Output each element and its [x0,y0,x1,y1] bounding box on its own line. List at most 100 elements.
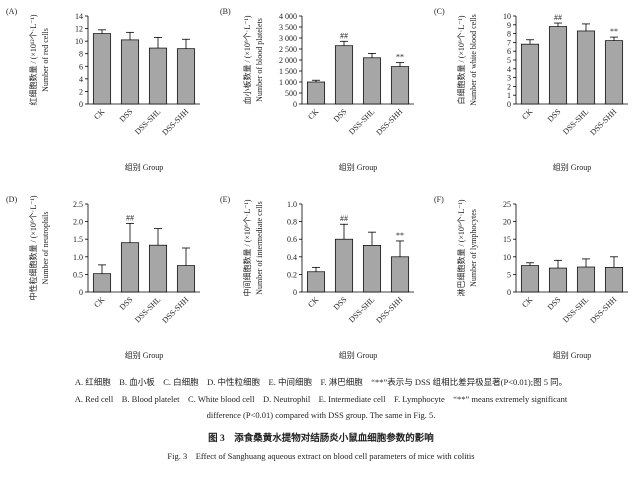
y-tick-label: 2 500 [279,45,297,54]
x-axis-label: 组别 Group [339,350,377,360]
error-bar [340,223,348,240]
y-tick-label: 0 [507,100,511,109]
y-tick-label: 2.0 [73,218,83,227]
error-bar [610,36,618,41]
error-bar [554,259,562,269]
x-tick-label: CK [92,295,106,309]
y-tick-label: 8 [79,50,83,59]
error-bar [610,256,618,268]
bar [334,238,354,293]
y-tick-label: 6 [79,62,83,71]
y-tick-label: 0.2 [287,270,297,279]
x-tick-label: DSS-SHL [133,107,162,136]
legend-en: difference (P<0.01) compared with DSS gr… [207,410,436,420]
x-tick-label: DSS-SHL [561,295,590,324]
x-tick-label: DSS-SHH [374,107,404,137]
y-axis-label: 白细胞数量 / (×10⁹个·L⁻¹) [456,15,466,104]
y-tick-label: 10 [75,37,83,46]
y-tick-label: 4 000 [279,12,297,21]
panel-label: (A) [6,7,17,16]
y-tick-label: 1 000 [279,78,297,87]
y-tick-label: 14 [75,12,83,21]
y-tick-label: 0 [293,100,297,109]
y-axis-label: Number of white blood cells [469,14,478,106]
bar [390,256,410,293]
y-axis-label: 红细胞数量 / (×10¹²个·L⁻¹) [28,14,38,105]
y-tick-label: 25 [503,200,511,209]
y-tick-label: 10 [503,253,511,262]
panel-label: (E) [220,195,231,204]
legend-en: A. Red cell B. Blood platelet C. White b… [75,394,568,404]
bar [334,45,354,105]
y-tick-label: 12 [75,25,83,34]
y-tick-label: 0 [79,100,83,109]
panel-label: (B) [220,7,231,16]
x-tick-label: DSS-SHH [374,295,404,325]
significance-mark: ## [340,214,348,223]
x-tick-label: DSS-SHL [347,107,376,136]
x-tick-label: CK [306,295,320,309]
x-axis-label: 组别 Group [125,350,163,360]
error-bar [126,31,134,40]
x-tick-label: DSS [118,295,135,312]
error-bar [98,29,106,34]
bar [362,57,382,105]
bar [148,244,168,293]
y-tick-label: 1.0 [287,200,297,209]
legend-zh: A. 红细胞 B. 血小板 C. 白细胞 D. 中性粒细胞 E. 中间细胞 F.… [75,377,567,387]
bar [306,271,326,293]
bar [390,66,410,105]
y-tick-label: 1.5 [73,235,83,244]
bar [576,266,596,293]
error-bar [154,36,162,49]
x-tick-label: DSS [332,295,349,312]
bar [520,43,540,105]
y-axis-label: Number of blood platelets [255,18,264,102]
x-tick-label: DSS [332,107,349,124]
y-tick-label: 2 [507,82,511,91]
y-axis-label: Number of intermediate cells [255,201,264,295]
y-tick-label: 0.6 [287,235,297,244]
error-bar [396,62,404,67]
y-tick-label: 4 [79,75,83,84]
y-axis-label: Number of lymphocytes [469,209,478,287]
x-tick-label: CK [306,107,320,121]
y-tick-label: 0.5 [73,270,83,279]
y-axis-label: 血小板数量 / (×10⁹个·L⁻¹) [242,15,252,104]
y-tick-label: 15 [503,235,511,244]
bar [520,265,540,293]
error-bar [312,266,320,272]
y-tick-label: 0 [79,288,83,297]
y-tick-label: 8 [507,30,511,39]
significance-mark: ## [554,13,562,22]
bar [548,267,568,293]
y-tick-label: 1 500 [279,67,297,76]
x-tick-label: DSS-SHL [347,295,376,324]
y-axis-label: 淋巴细胞数量 / (×10⁹个·L⁻¹) [456,199,466,296]
panel-label: (D) [6,195,17,204]
significance-mark: ** [396,53,404,62]
figure-title-zh: 图 3 添食桑黄水提物对结肠炎小鼠血细胞参数的影响 [208,432,434,444]
y-tick-label: 1.0 [73,253,83,262]
y-tick-label: 5 [507,56,511,65]
x-axis-label: 组别 Group [339,162,377,172]
figure-title-en: Fig. 3 Effect of Sanghuang aqueous extra… [167,451,474,461]
y-tick-label: 0.4 [287,253,297,262]
y-tick-label: 7 [507,38,511,47]
bar [604,267,624,293]
y-tick-label: 20 [503,218,511,227]
bar [120,242,140,293]
error-bar [154,228,162,246]
x-axis-label: 组别 Group [553,350,591,360]
significance-mark: ** [396,231,404,240]
y-tick-label: 10 [503,12,511,21]
y-tick-label: 0.8 [287,218,297,227]
bar [176,48,196,105]
y-tick-label: 9 [507,21,511,30]
x-tick-label: CK [520,107,534,121]
bar [306,81,326,105]
x-tick-label: DSS-SHH [160,107,190,137]
error-bar [582,258,590,268]
bar [92,33,112,105]
